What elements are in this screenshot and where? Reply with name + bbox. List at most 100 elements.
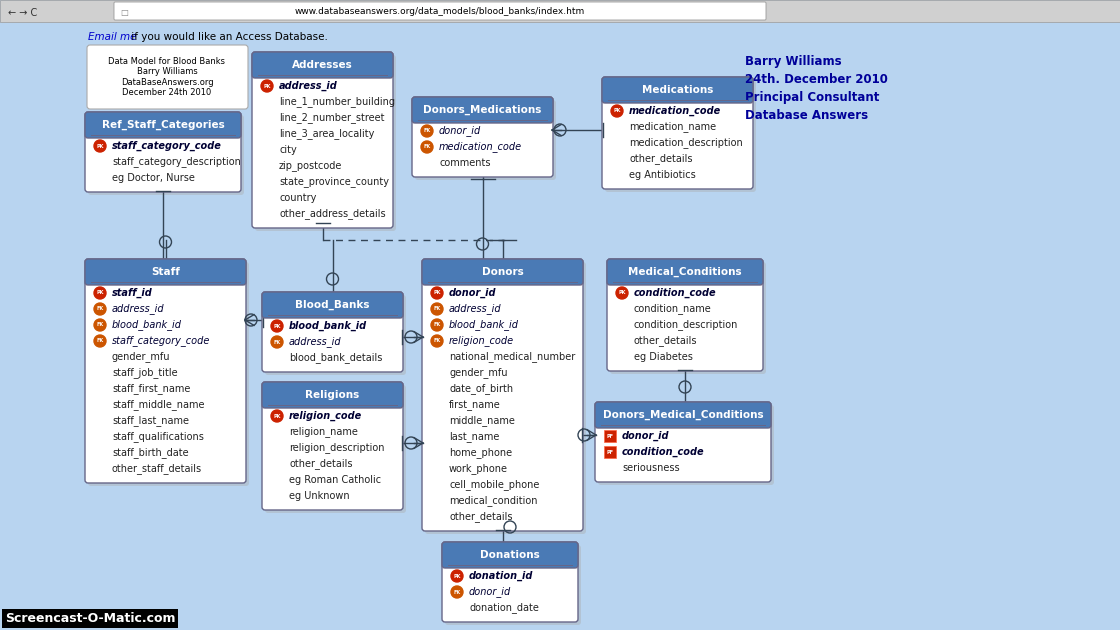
FancyBboxPatch shape [85, 112, 241, 138]
FancyBboxPatch shape [607, 259, 763, 285]
FancyBboxPatch shape [88, 115, 244, 195]
Text: donor_id: donor_id [449, 288, 496, 298]
Circle shape [94, 319, 106, 331]
Text: FK: FK [433, 307, 440, 311]
Text: zip_postcode: zip_postcode [279, 161, 343, 171]
Text: blood_bank_details: blood_bank_details [289, 353, 382, 364]
Text: staff_middle_name: staff_middle_name [112, 399, 205, 411]
Text: Donors_Medications: Donors_Medications [423, 105, 542, 115]
Text: blood_bank_id: blood_bank_id [112, 319, 181, 331]
Text: blood_bank_id: blood_bank_id [449, 319, 519, 331]
FancyBboxPatch shape [595, 402, 771, 428]
Text: FK: FK [273, 340, 281, 345]
Circle shape [451, 586, 463, 598]
Circle shape [431, 287, 444, 299]
Circle shape [271, 336, 283, 348]
Text: Ref_Staff_Categories: Ref_Staff_Categories [102, 120, 224, 130]
Circle shape [271, 410, 283, 422]
Circle shape [421, 141, 433, 153]
Text: medication_name: medication_name [629, 122, 716, 132]
Text: other_details: other_details [289, 459, 353, 469]
FancyBboxPatch shape [595, 402, 771, 482]
Text: Donations: Donations [480, 550, 540, 560]
FancyBboxPatch shape [598, 405, 774, 485]
Text: Barry Williams
24th. December 2010
Principal Consultant
Database Answers: Barry Williams 24th. December 2010 Princ… [745, 55, 888, 122]
Text: seriousness: seriousness [622, 463, 680, 473]
Text: religion_name: religion_name [289, 427, 358, 437]
Circle shape [451, 570, 463, 582]
Text: ← → C: ← → C [8, 8, 37, 18]
FancyBboxPatch shape [607, 259, 763, 371]
Text: PF: PF [607, 449, 614, 454]
Text: state_province_county: state_province_county [279, 176, 389, 188]
Text: PK: PK [454, 573, 460, 578]
FancyBboxPatch shape [262, 382, 403, 510]
Text: FK: FK [423, 129, 430, 134]
FancyBboxPatch shape [265, 385, 405, 513]
FancyBboxPatch shape [262, 382, 403, 408]
Text: last_name: last_name [449, 432, 500, 442]
Text: □: □ [120, 8, 128, 16]
Text: address_id: address_id [289, 336, 342, 348]
Text: condition_code: condition_code [634, 288, 717, 298]
FancyBboxPatch shape [442, 542, 578, 568]
Text: medication_code: medication_code [439, 142, 522, 152]
Circle shape [616, 287, 628, 299]
Text: donation_id: donation_id [469, 571, 533, 581]
Text: PK: PK [96, 144, 104, 149]
FancyBboxPatch shape [85, 259, 246, 483]
FancyBboxPatch shape [252, 52, 393, 78]
Text: line_1_number_building: line_1_number_building [279, 96, 395, 108]
Text: PK: PK [263, 84, 271, 88]
Bar [604, 446, 616, 458]
Text: religion_code: religion_code [289, 411, 362, 421]
Text: FK: FK [433, 323, 440, 328]
Circle shape [271, 320, 283, 332]
Text: religion_description: religion_description [289, 442, 384, 454]
Text: PK: PK [614, 108, 620, 113]
Text: other_details: other_details [449, 512, 513, 522]
Text: eg Doctor, Nurse: eg Doctor, Nurse [112, 173, 195, 183]
Text: donor_id: donor_id [622, 431, 670, 441]
FancyBboxPatch shape [422, 259, 584, 531]
Text: Screencast-O-Matic.com: Screencast-O-Matic.com [4, 612, 176, 625]
Circle shape [94, 335, 106, 347]
Text: staff_category_code: staff_category_code [112, 336, 211, 347]
Text: other_staff_details: other_staff_details [112, 464, 202, 474]
Text: work_phone: work_phone [449, 464, 508, 474]
Text: PK: PK [96, 290, 104, 295]
Circle shape [431, 319, 444, 331]
FancyBboxPatch shape [262, 292, 403, 318]
Bar [604, 430, 616, 442]
FancyBboxPatch shape [422, 259, 584, 285]
Text: Addresses: Addresses [292, 60, 353, 70]
FancyBboxPatch shape [416, 100, 556, 180]
Text: other_address_details: other_address_details [279, 209, 385, 219]
Circle shape [431, 303, 444, 315]
Text: line_2_number_street: line_2_number_street [279, 113, 384, 123]
Text: staff_id: staff_id [112, 288, 152, 298]
Text: PK: PK [618, 290, 626, 295]
Text: FK: FK [96, 307, 103, 311]
Text: FK: FK [433, 338, 440, 343]
Text: staff_first_name: staff_first_name [112, 384, 190, 394]
Text: city: city [279, 145, 297, 155]
Text: Medications: Medications [642, 85, 713, 95]
Text: eg Roman Catholic: eg Roman Catholic [289, 475, 381, 485]
Text: PK: PK [433, 290, 440, 295]
FancyBboxPatch shape [252, 52, 393, 228]
Text: condition_code: condition_code [622, 447, 704, 457]
FancyBboxPatch shape [85, 112, 241, 192]
Text: medication_description: medication_description [629, 137, 743, 149]
FancyBboxPatch shape [610, 262, 766, 374]
FancyBboxPatch shape [603, 77, 753, 103]
Circle shape [94, 303, 106, 315]
Text: address_id: address_id [112, 304, 165, 314]
Text: PF: PF [607, 433, 614, 438]
Text: comments: comments [439, 158, 491, 168]
Text: date_of_birth: date_of_birth [449, 384, 513, 394]
Text: middle_name: middle_name [449, 416, 515, 427]
FancyBboxPatch shape [412, 97, 553, 177]
Text: eg Antibiotics: eg Antibiotics [629, 170, 696, 180]
Text: first_name: first_name [449, 399, 501, 411]
